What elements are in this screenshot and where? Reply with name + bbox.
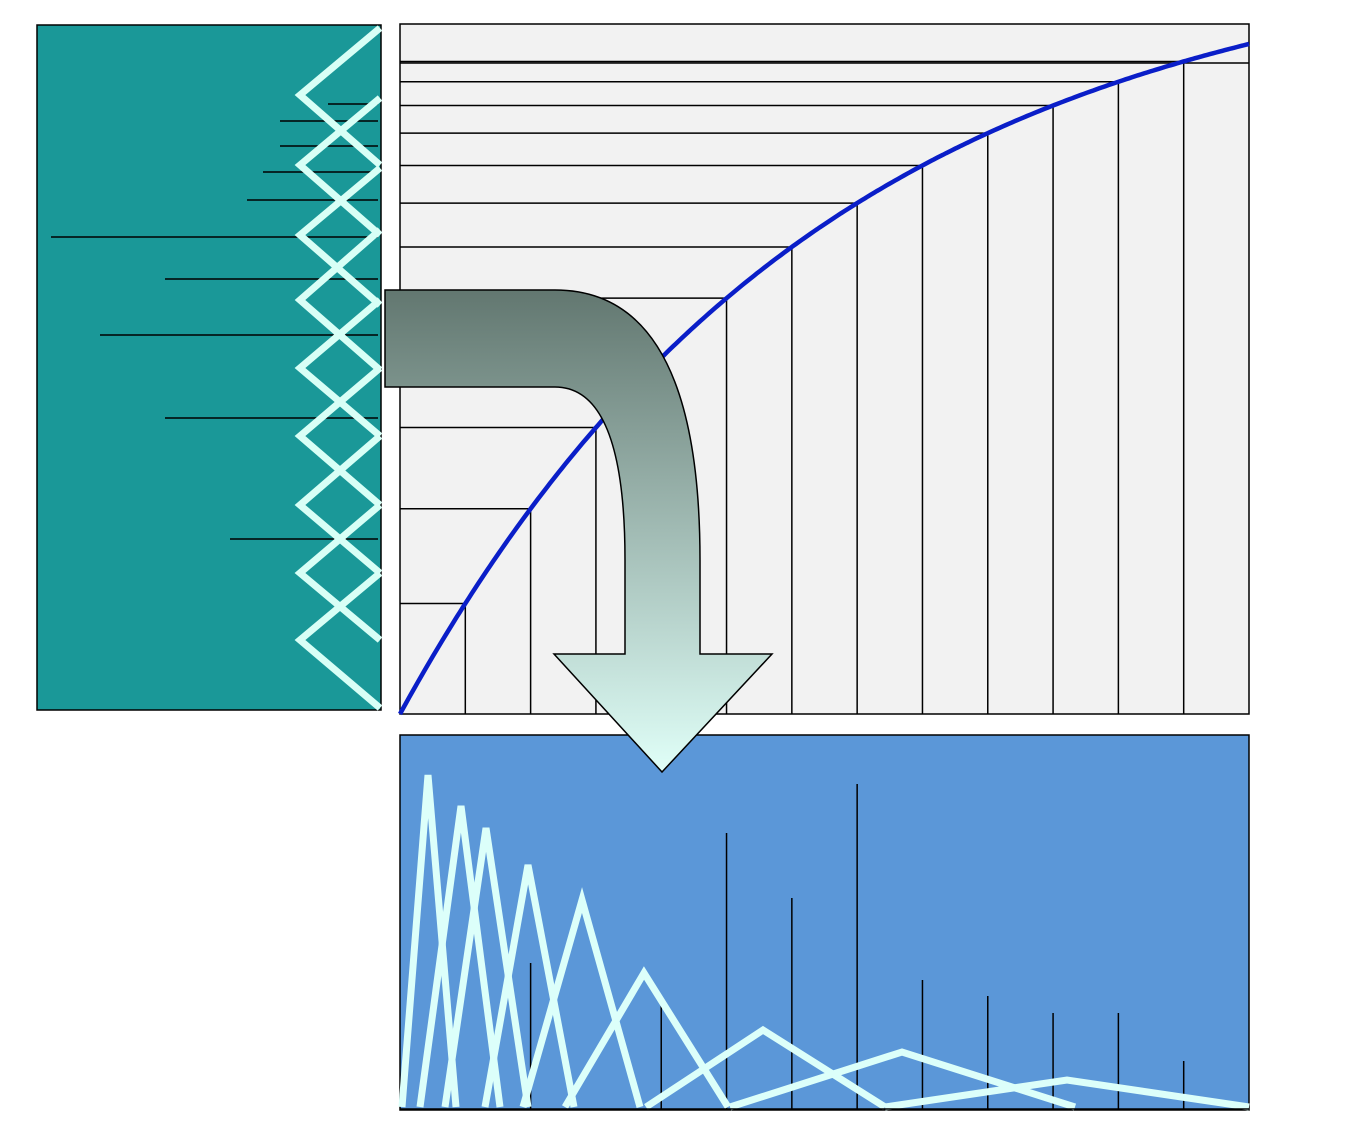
zigzag-chevron	[294, 165, 383, 308]
zigzag-chevron	[294, 570, 383, 711]
zigzag-chevron	[294, 502, 383, 643]
zigzag-chevron	[294, 95, 383, 238]
left-panel-zigzags	[294, 25, 383, 711]
curved-down-arrow-icon	[384, 289, 774, 774]
bottom-panel	[398, 734, 1250, 1111]
wave-pulse	[441, 827, 532, 1108]
wave-pulse	[519, 887, 644, 1108]
left-panel-background	[36, 24, 382, 711]
zigzag-chevron	[294, 297, 383, 439]
zigzag-chevron	[294, 25, 383, 168]
wave-pulse	[416, 805, 504, 1108]
wave-pulse	[884, 1076, 1250, 1111]
bottom-panel-wave-lines	[398, 774, 1250, 1111]
wave-pulse	[481, 864, 578, 1108]
growth-curve	[398, 41, 1250, 716]
zigzag-chevron	[294, 227, 383, 373]
bottom-panel-background	[399, 734, 1250, 1111]
wave-pulse	[644, 1025, 887, 1110]
wave-pulse	[398, 774, 460, 1108]
zigzag-chevron	[294, 365, 383, 508]
left-panel-level-lines	[51, 103, 378, 540]
zigzag-chevron	[294, 433, 383, 576]
left-panel	[36, 24, 383, 711]
wave-pulse	[561, 966, 731, 1109]
